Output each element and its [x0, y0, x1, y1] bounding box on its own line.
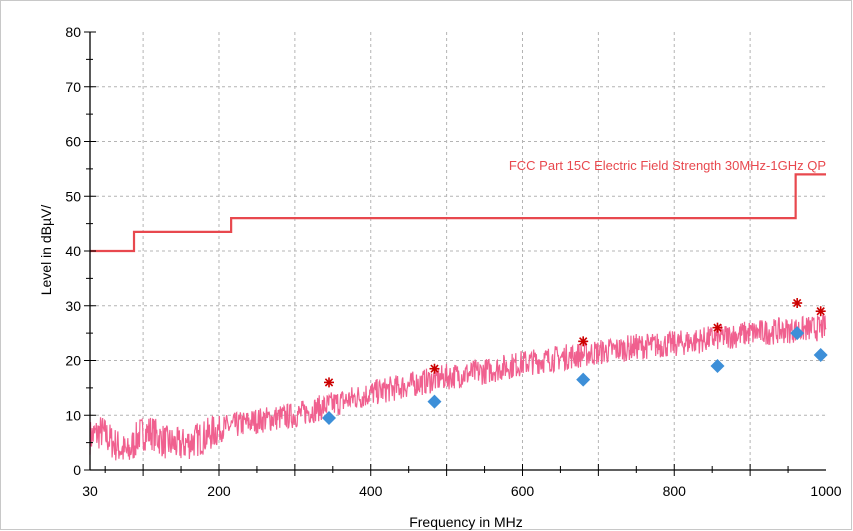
qp-marker: [790, 326, 805, 341]
x-tick-label: 600: [511, 483, 535, 499]
y-tick-label: 0: [73, 462, 81, 478]
y-tick-label: 30: [65, 298, 81, 314]
peak-marker-stroke: [430, 364, 439, 373]
qp-marker: [576, 372, 591, 387]
peak-marker: [324, 377, 335, 388]
x-tick-label: 30: [82, 483, 98, 499]
x-axis-title: Frequency in MHz: [409, 514, 523, 530]
limit-line-label: FCC Part 15C Electric Field Strength 30M…: [509, 158, 826, 173]
qp-marker: [710, 358, 725, 373]
x-tick-label: 400: [359, 483, 383, 499]
peak-marker: [815, 306, 826, 317]
peak-marker: [429, 363, 440, 374]
peak-marker: [578, 336, 589, 347]
measurement-trace: [89, 314, 827, 461]
y-tick-label: 10: [65, 407, 81, 423]
axes: 0 10 20 30 40 50 60 70 80 30 200 400 600 800 1000: [65, 24, 841, 499]
trace-line: [89, 314, 827, 461]
x-tick-label: 200: [207, 483, 231, 499]
peak-marker: [792, 298, 803, 309]
y-axis-title: Level in dBµV/: [38, 205, 54, 296]
limit-polyline: [90, 173, 826, 253]
peak-marker-stroke: [793, 298, 802, 308]
peak-marker: [712, 322, 723, 333]
peak-marker-stroke: [579, 337, 588, 346]
y-tick-label: 80: [65, 24, 81, 40]
x-tick-label: 1000: [810, 483, 841, 499]
y-tick-label: 20: [65, 353, 81, 369]
y-tick-label: 40: [65, 243, 81, 259]
qp-marker: [427, 394, 442, 409]
qp-marker: [813, 348, 828, 363]
y-tick-label: 60: [65, 134, 81, 150]
y-tick-label: 50: [65, 188, 81, 204]
qp-marker: [322, 410, 337, 425]
y-tick-label: 70: [65, 79, 81, 95]
limit-line: [90, 173, 826, 253]
grid-lines: [90, 32, 826, 470]
markers: [322, 298, 828, 425]
x-tick-label: 800: [663, 483, 687, 499]
peak-marker-stroke: [816, 307, 825, 316]
peak-marker-stroke: [713, 323, 722, 332]
peak-marker-stroke: [324, 378, 334, 387]
